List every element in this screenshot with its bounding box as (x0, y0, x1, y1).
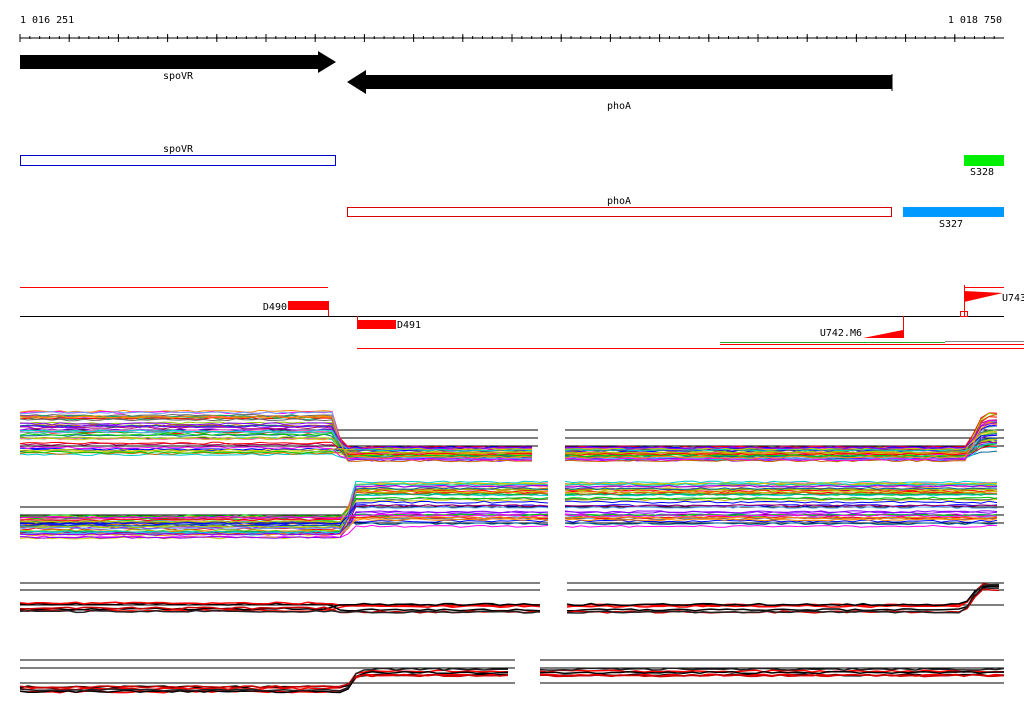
expression-trace (19, 415, 533, 459)
expression-trace (566, 583, 1000, 614)
expression-trace (564, 442, 998, 452)
expression-trace (20, 426, 533, 449)
annotation-box-phoA[interactable] (347, 207, 892, 217)
expression-trace (540, 673, 1005, 678)
expression-trace (564, 522, 998, 526)
expression-trace (19, 429, 533, 452)
feature-D491[interactable] (357, 320, 396, 329)
expression-panel (19, 659, 1005, 694)
expression-trace (19, 515, 549, 526)
annotation-label-spoVR: spoVR (163, 144, 194, 155)
expression-trace (19, 483, 549, 534)
expression-trace (19, 436, 533, 454)
expression-panels (19, 409, 1005, 694)
expression-trace (19, 667, 509, 692)
expression-trace (19, 432, 533, 458)
expression-trace (19, 524, 549, 539)
feature-label-U742M6: U742.M6 (820, 328, 862, 339)
annotation-label-S327: S327 (939, 219, 963, 230)
coordinate-ruler: 1 016 251 1 018 750 (19, 15, 1004, 42)
expression-trace (564, 496, 998, 500)
expression-trace (564, 513, 998, 517)
feature-U743-marker (960, 311, 968, 317)
annotation-box-S328[interactable] (964, 155, 1004, 166)
expression-trace (539, 667, 1005, 671)
expression-trace (564, 486, 997, 491)
expression-panel (19, 409, 1004, 463)
expression-trace (19, 496, 549, 518)
ruler-start-label: 1 016 251 (20, 15, 74, 26)
expression-trace (19, 418, 533, 452)
feature-label-D491: D491 (397, 320, 421, 331)
annotation-box-spoVR[interactable] (20, 155, 336, 166)
expression-trace (564, 421, 998, 459)
expression-trace (564, 505, 998, 510)
expression-trace (19, 437, 533, 450)
ruler-end-label: 1 018 750 (948, 15, 1002, 26)
feature-label-U743: U743 (1002, 293, 1024, 304)
expression-panel (19, 582, 1004, 614)
expression-trace (564, 514, 998, 518)
feature-track: D490 D491 U742.M6 U743 (20, 285, 1024, 349)
expression-trace (566, 585, 1000, 607)
expression-trace (19, 510, 549, 539)
annotation-label-phoA: phoA (607, 196, 631, 207)
expression-trace (564, 422, 998, 450)
expression-trace (564, 484, 998, 488)
expression-trace (565, 500, 998, 504)
expression-trace (19, 411, 533, 460)
expression-trace (539, 669, 1004, 673)
expression-trace (19, 484, 549, 536)
expression-trace (19, 601, 541, 607)
expression-trace (564, 414, 998, 463)
annotation-track: spoVR S328 phoA S327 (20, 144, 1004, 230)
expression-trace (564, 483, 998, 487)
gene-label-spoVR: spoVR (163, 71, 194, 82)
expression-trace (566, 583, 1000, 607)
gene-arrow-phoA[interactable] (347, 70, 892, 94)
expression-trace (19, 602, 541, 612)
expression-trace (564, 443, 998, 458)
gene-label-phoA: phoA (607, 101, 631, 112)
expression-trace (564, 519, 998, 523)
expression-trace (19, 673, 509, 689)
expression-trace (564, 516, 998, 520)
annotation-label-S328: S328 (970, 167, 994, 178)
expression-trace (564, 445, 998, 456)
feature-label-D490: D490 (263, 302, 287, 313)
expression-trace (564, 412, 998, 454)
ruler-ticks (19, 34, 995, 42)
expression-trace (19, 425, 533, 450)
expression-trace (564, 480, 998, 484)
gene-arrow-spoVR[interactable] (20, 51, 336, 73)
expression-trace (19, 422, 533, 460)
expression-trace (564, 510, 998, 514)
expression-trace (564, 524, 998, 528)
feature-U743[interactable] (964, 291, 1003, 302)
annotation-box-S327[interactable] (903, 207, 1004, 217)
expression-trace (19, 500, 549, 526)
expression-trace (19, 609, 541, 614)
expression-trace (539, 670, 1004, 675)
feature-U742M6[interactable] (863, 330, 903, 338)
gene-track: spoVR phoA (20, 51, 893, 112)
expression-trace (19, 446, 533, 461)
expression-trace (19, 673, 509, 689)
expression-trace (19, 505, 549, 530)
expression-trace (564, 493, 998, 497)
expression-trace (564, 518, 998, 522)
expression-panel (19, 480, 1004, 540)
expression-trace (19, 441, 533, 456)
expression-trace (20, 490, 549, 524)
expression-trace (567, 586, 1000, 612)
expression-trace (564, 422, 998, 450)
expression-trace (564, 504, 998, 508)
expression-trace (564, 419, 998, 449)
expression-trace (564, 490, 998, 494)
expression-trace (564, 420, 998, 461)
feature-D490[interactable] (288, 301, 328, 310)
